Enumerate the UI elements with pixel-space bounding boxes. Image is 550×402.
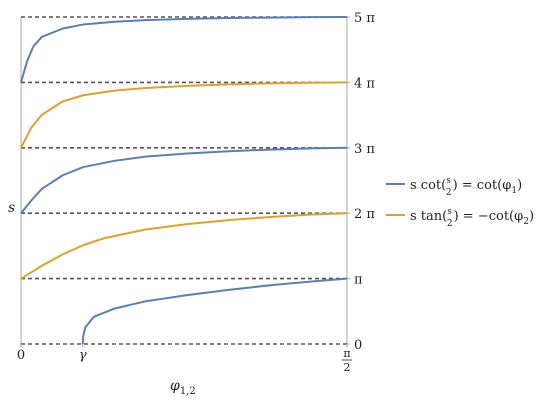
legend-label-frac-num: s [447, 207, 452, 217]
x-tick-label: γ [79, 348, 87, 363]
series-lines [20, 16, 348, 345]
y-tick-label: 3 π [354, 142, 375, 157]
legend-label-end: ) [517, 178, 522, 193]
y-axis-label: s [8, 200, 15, 216]
x-tick-label: 0 [17, 348, 25, 363]
y-tick-label: 0 [354, 338, 362, 353]
legend-item-1: s cot(s 2) = cot(φ1) [386, 176, 522, 198]
legend: s cot(s 2) = cot(φ1)s tan(s 2) = −cot(φ2) [386, 176, 534, 229]
legend-label-frac-den: 2 [447, 219, 453, 229]
y-tick-label: 5 π [354, 11, 375, 26]
legend-label-pre: s tan( [410, 209, 447, 224]
legend-label: s tan(s 2) = −cot(φ2) [410, 207, 534, 229]
y-tick-label: 2 π [354, 207, 375, 222]
series-line-tan-branch-1 [20, 212, 348, 280]
x-tick-label-denominator: 2 [344, 361, 351, 374]
reference-lines [21, 16, 347, 345]
legend-label-sub: 1 [511, 186, 517, 196]
x-tick-label-numerator: π [343, 347, 350, 360]
y-tick-label: 4 π [354, 76, 375, 91]
x-ticks: 0 γ π2 [17, 344, 352, 374]
legend-item-2: s tan(s 2) = −cot(φ2) [386, 207, 534, 229]
legend-label: s cot(s 2) = cot(φ1) [410, 176, 522, 198]
series-line-cot-branch-4 [20, 16, 348, 83]
legend-label-frac-den: 2 [446, 188, 452, 198]
series-line-cot-branch-0 [81, 277, 348, 345]
legend-label-end: ) [529, 209, 534, 224]
legend-label-post: ) = cot(φ [453, 178, 512, 193]
series-line-cot-branch-2 [20, 146, 348, 214]
x-axis-label-sub: 1,2 [180, 386, 196, 397]
legend-label-post: ) = −cot(φ [454, 209, 524, 224]
plot-area: 0 γ π2 0π2 π3 π4 π5 π [17, 11, 376, 374]
x-axis-label-main: φ [170, 378, 180, 394]
x-tick-label: π2 [342, 347, 352, 374]
legend-label-pre: s cot( [410, 178, 446, 193]
x-axis-label: φ1,2 [170, 378, 196, 397]
y-ticks: 0 π 2 π 3 π 4 π 5 π [347, 11, 375, 353]
legend-label-sub: 2 [523, 217, 529, 227]
series-line-tan-branch-3 [20, 81, 348, 149]
legend-label-frac-num: s [446, 176, 451, 186]
y-tick-label: π [354, 273, 363, 288]
